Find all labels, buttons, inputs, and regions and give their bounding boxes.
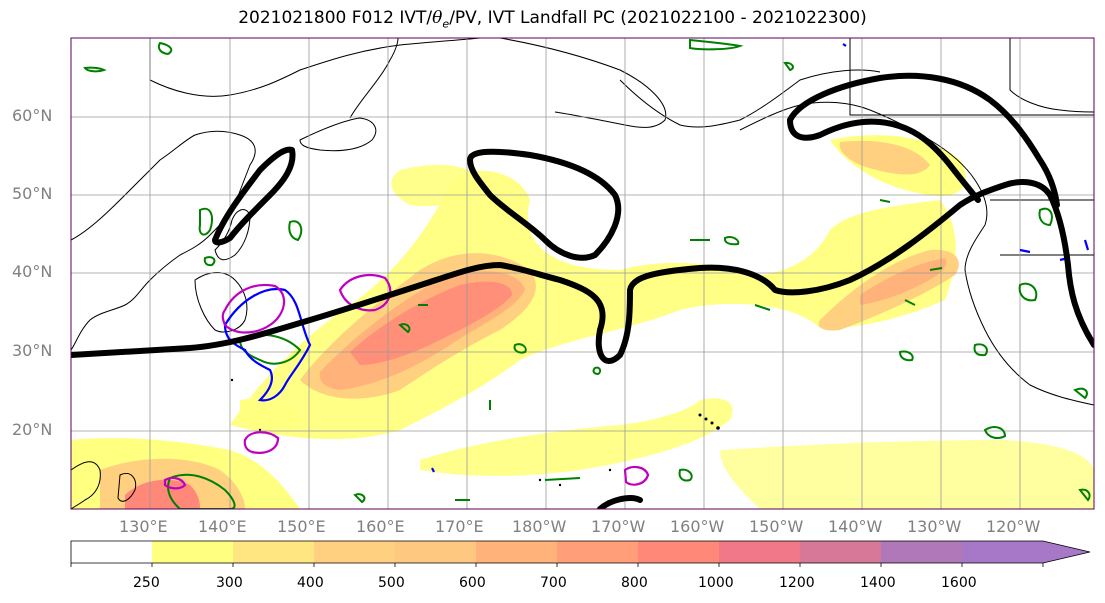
colorbar-cell xyxy=(638,541,720,563)
lat-label-30n: 30°N xyxy=(12,341,53,360)
figure-title: 2021021800 F012 IVT/θe/PV, IVT Landfall … xyxy=(0,8,1105,30)
lon-label-180w: 180°W xyxy=(512,517,567,536)
colorbar-cells xyxy=(70,541,1090,567)
colorbar-cell xyxy=(719,541,801,563)
title-prefix: 2021021800 F012 IVT/ xyxy=(238,8,433,28)
lat-label-50n: 50°N xyxy=(12,184,53,203)
colorbar-cell xyxy=(395,541,477,563)
lon-label-170w: 170°W xyxy=(591,517,646,536)
colorbar-cell xyxy=(233,541,315,563)
map-panel xyxy=(71,38,1094,509)
colorbar xyxy=(70,540,1091,567)
colorbar-cell xyxy=(152,541,234,563)
title-theta-sub: e xyxy=(442,17,450,31)
lat-label-20n: 20°N xyxy=(12,420,53,439)
lon-label-160e: 160°E xyxy=(356,517,405,536)
pc-contour xyxy=(71,72,1094,509)
colorbar-cell xyxy=(962,541,1044,563)
colorbar-tick-800: 800 xyxy=(621,575,648,591)
colorbar-cell xyxy=(476,541,558,563)
colorbar-tick-600: 600 xyxy=(459,575,486,591)
lon-label-130w: 130°W xyxy=(907,517,962,536)
colorbar-tick-1400: 1400 xyxy=(860,575,896,591)
lon-label-150w: 150°W xyxy=(749,517,804,536)
colorbar-tick-1200: 1200 xyxy=(779,575,815,591)
colorbar-cell xyxy=(557,541,639,563)
title-suffix: /PV, IVT Landfall PC (2021022100 - 20210… xyxy=(449,8,867,28)
lat-label-40n: 40°N xyxy=(12,262,53,281)
map-frame xyxy=(70,37,1095,510)
ivt-shading xyxy=(71,135,1094,509)
colorbar-tick-500: 500 xyxy=(378,575,405,591)
colorbar-tick-1000: 1000 xyxy=(698,575,734,591)
colorbar-tick-250: 250 xyxy=(133,575,160,591)
colorbar-tick-700: 700 xyxy=(540,575,567,591)
colorbar-cell xyxy=(800,541,882,563)
colorbar-tick-400: 400 xyxy=(297,575,324,591)
lon-label-170e: 170°E xyxy=(435,517,484,536)
graticule xyxy=(71,38,1094,509)
lon-label-140w: 140°W xyxy=(828,517,883,536)
lon-label-160w: 160°W xyxy=(670,517,725,536)
colorbar-cell xyxy=(881,541,963,563)
lon-label-120w: 120°W xyxy=(986,517,1041,536)
colorbar-cell xyxy=(71,541,153,563)
colorbar-frame xyxy=(70,540,1091,564)
lat-label-60n: 60°N xyxy=(12,106,53,125)
title-theta: θ xyxy=(432,8,443,28)
lon-label-130e: 130°E xyxy=(119,517,168,536)
lon-label-150e: 150°E xyxy=(277,517,326,536)
colorbar-tick-300: 300 xyxy=(216,575,243,591)
colorbar-cell xyxy=(314,541,396,563)
lon-label-140e: 140°E xyxy=(198,517,247,536)
islands xyxy=(230,378,720,487)
colorbar-extend-arrow xyxy=(1043,541,1090,563)
colorbar-tick-1600: 1600 xyxy=(941,575,977,591)
